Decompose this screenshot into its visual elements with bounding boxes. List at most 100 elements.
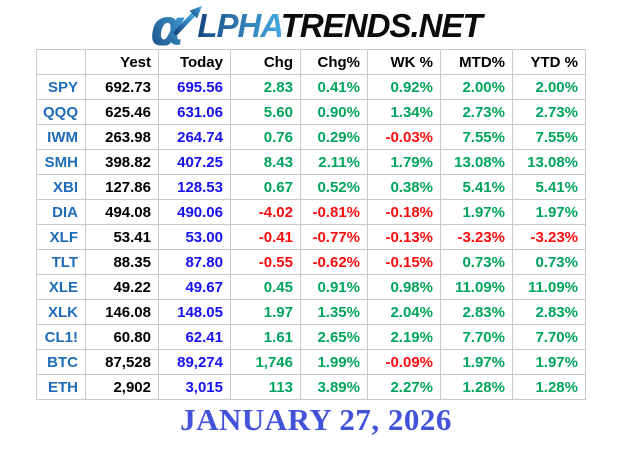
ticker-cell: TLT: [36, 249, 86, 275]
change-value-cell: 0.52%: [300, 174, 368, 200]
table-row: QQQ 625.46 631.06 5.60 0.90% 1.34% 2.73% 2.73%: [36, 99, 586, 125]
change-value-cell: 5.41%: [440, 174, 513, 200]
change-value-cell: 7.55%: [512, 124, 586, 150]
yesterday-price-cell: 146.08: [85, 299, 159, 325]
today-price-cell: 3,015: [158, 374, 231, 400]
ticker-cell: CL1!: [36, 324, 86, 350]
change-value-cell: 2.04%: [367, 299, 441, 325]
change-value-cell: 0.29%: [300, 124, 368, 150]
table-row: TLT 88.35 87.80 -0.55 -0.62% -0.15% 0.73% 0.73%: [36, 249, 586, 275]
change-value-cell: 1.97%: [512, 199, 586, 225]
change-value-cell: 7.70%: [440, 324, 513, 350]
change-value-cell: 113: [230, 374, 301, 400]
table-row: XBI 127.86 128.53 0.67 0.52% 0.38% 5.41% 5.41%: [36, 174, 586, 200]
yesterday-price-cell: 2,902: [85, 374, 159, 400]
today-price-cell: 148.05: [158, 299, 231, 325]
change-value-cell: -3.23%: [512, 224, 586, 250]
ticker-cell: XLK: [36, 299, 86, 325]
yesterday-price-cell: 88.35: [85, 249, 159, 275]
table-row: XLE 49.22 49.67 0.45 0.91% 0.98% 11.09% 11.09%: [36, 274, 586, 300]
alphatrends-logo: α LPHATRENDS.NET: [0, 0, 632, 50]
change-value-cell: 13.08%: [440, 149, 513, 175]
change-value-cell: 1.28%: [512, 374, 586, 400]
yesterday-price-cell: 60.80: [85, 324, 159, 350]
change-value-cell: 2.65%: [300, 324, 368, 350]
change-value-cell: 2.27%: [367, 374, 441, 400]
ticker-cell: XLF: [36, 224, 86, 250]
corner-header-cell: [36, 49, 86, 75]
change-value-cell: 1,746: [230, 349, 301, 375]
change-value-cell: 2.19%: [367, 324, 441, 350]
yesterday-price-cell: 263.98: [85, 124, 159, 150]
change-value-cell: 0.41%: [300, 74, 368, 100]
today-price-cell: 62.41: [158, 324, 231, 350]
logo-text-alpha: LPHA: [197, 7, 281, 44]
change-value-cell: 1.97%: [512, 349, 586, 375]
change-value-cell: 0.67: [230, 174, 301, 200]
today-price-cell: 49.67: [158, 274, 231, 300]
change-value-cell: 2.83: [230, 74, 301, 100]
change-value-cell: 1.28%: [440, 374, 513, 400]
yesterday-price-cell: 127.86: [85, 174, 159, 200]
change-value-cell: 5.41%: [512, 174, 586, 200]
change-value-cell: 2.83%: [440, 299, 513, 325]
change-value-cell: -0.62%: [300, 249, 368, 275]
table-row: SPY 692.73 695.56 2.83 0.41% 0.92% 2.00% 2.00%: [36, 74, 586, 100]
column-header-cell: Chg%: [300, 49, 368, 75]
yesterday-price-cell: 87,528: [85, 349, 159, 375]
market-table: Yest Today Chg Chg% WK % MTD% YTD % SPY 692.73 6…: [36, 49, 586, 400]
yesterday-price-cell: 625.46: [85, 99, 159, 125]
change-value-cell: -3.23%: [440, 224, 513, 250]
table-body: SPY 692.73 695.56 2.83 0.41% 0.92% 2.00% 2.00% Q…: [36, 74, 586, 400]
yesterday-price-cell: 53.41: [85, 224, 159, 250]
change-value-cell: 11.09%: [512, 274, 586, 300]
yesterday-price-cell: 49.22: [85, 274, 159, 300]
change-value-cell: 7.70%: [512, 324, 586, 350]
change-value-cell: 5.60: [230, 99, 301, 125]
today-price-cell: 89,274: [158, 349, 231, 375]
column-header-cell: MTD%: [440, 49, 513, 75]
change-value-cell: 1.35%: [300, 299, 368, 325]
change-value-cell: 0.76: [230, 124, 301, 150]
change-value-cell: 8.43: [230, 149, 301, 175]
change-value-cell: 0.38%: [367, 174, 441, 200]
change-value-cell: -0.55: [230, 249, 301, 275]
table-row: XLK 146.08 148.05 1.97 1.35% 2.04% 2.83% 2.83%: [36, 299, 586, 325]
change-value-cell: 13.08%: [512, 149, 586, 175]
today-price-cell: 407.25: [158, 149, 231, 175]
ticker-cell: BTC: [36, 349, 86, 375]
column-header-cell: WK %: [367, 49, 441, 75]
change-value-cell: 0.98%: [367, 274, 441, 300]
change-value-cell: -0.81%: [300, 199, 368, 225]
table-row: CL1! 60.80 62.41 1.61 2.65% 2.19% 7.70% 7.70%: [36, 324, 586, 350]
change-value-cell: 0.73%: [512, 249, 586, 275]
column-header-cell: Yest: [85, 49, 159, 75]
table-row: SMH 398.82 407.25 8.43 2.11% 1.79% 13.08% 13.08…: [36, 149, 586, 175]
change-value-cell: -0.09%: [367, 349, 441, 375]
change-value-cell: 2.73%: [512, 99, 586, 125]
change-value-cell: 2.11%: [300, 149, 368, 175]
yesterday-price-cell: 692.73: [85, 74, 159, 100]
yesterday-price-cell: 398.82: [85, 149, 159, 175]
change-value-cell: 0.91%: [300, 274, 368, 300]
logo-text-trends: TRENDS.NET: [280, 7, 483, 44]
today-price-cell: 53.00: [158, 224, 231, 250]
change-value-cell: -0.77%: [300, 224, 368, 250]
change-value-cell: -0.03%: [367, 124, 441, 150]
change-value-cell: 2.00%: [440, 74, 513, 100]
change-value-cell: 0.73%: [440, 249, 513, 275]
change-value-cell: 0.92%: [367, 74, 441, 100]
change-value-cell: 1.79%: [367, 149, 441, 175]
today-price-cell: 264.74: [158, 124, 231, 150]
ticker-cell: DIA: [36, 199, 86, 225]
change-value-cell: -4.02: [230, 199, 301, 225]
change-value-cell: 1.97: [230, 299, 301, 325]
change-value-cell: -0.15%: [367, 249, 441, 275]
ticker-cell: QQQ: [36, 99, 86, 125]
change-value-cell: -0.41: [230, 224, 301, 250]
alpha-arrow-icon: α: [151, 4, 203, 50]
column-header-cell: Today: [158, 49, 231, 75]
change-value-cell: 2.73%: [440, 99, 513, 125]
today-price-cell: 128.53: [158, 174, 231, 200]
change-value-cell: -0.18%: [367, 199, 441, 225]
